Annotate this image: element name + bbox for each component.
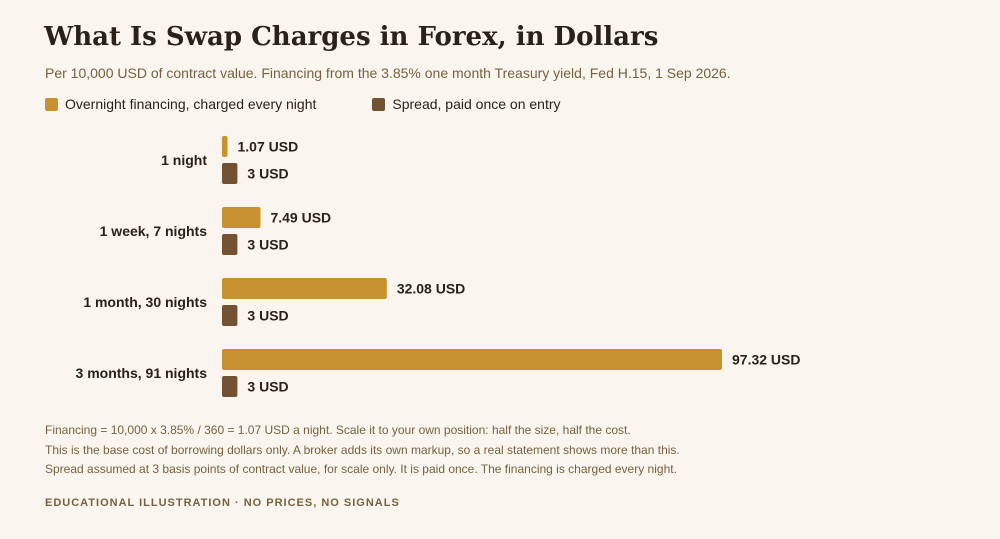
value-label-spread: 3 USD [247,237,288,253]
value-label-spread: 3 USD [247,308,288,324]
bar-spread [222,376,238,397]
bar-spread [222,305,238,326]
bar-spread [222,234,238,255]
value-label-financing: 1.07 USD [237,139,298,155]
legend-swatch-spread [372,97,386,111]
category-label: 1 night [161,152,207,168]
legend-label-spread: Spread, paid once on entry [392,96,561,112]
value-label-financing: 7.49 USD [270,210,331,226]
bar-chart: 1 night 1.07 USD 3 USD 1 week, 7 nights 7.49… [76,136,800,397]
chart-title: What Is Swap Charges in Forex, in Dollar… [44,22,659,52]
bar-financing [222,207,261,228]
bar-spread [222,163,238,184]
footer-disclaimer: EDUCATIONAL ILLUSTRATION · NO PRICES, NO… [45,497,400,509]
footnote-3: Spread assumed at 3 basis points of cont… [45,462,677,476]
value-label-spread: 3 USD [247,379,288,395]
chart-legend: Overnight financing, charged every night… [45,96,561,112]
bar-financing [222,278,387,299]
footnote-2: This is the base cost of borrowing dolla… [45,442,680,457]
category-label: 1 week, 7 nights [100,223,208,239]
legend-item-spread: Spread, paid once on entry [372,96,561,112]
legend-swatch-financing [45,97,58,111]
legend-label-financing: Overnight financing, charged every night [65,96,317,112]
bar-financing [222,136,228,157]
value-label-financing: 32.08 USD [397,281,465,297]
value-label-financing: 97.32 USD [732,352,800,368]
chart-subtitle: Per 10,000 USD of contract value. Financ… [45,65,731,81]
legend-item-financing: Overnight financing, charged every night [45,96,316,112]
value-label-spread: 3 USD [247,166,288,182]
category-label: 3 months, 91 nights [76,365,208,381]
category-label: 1 month, 30 nights [83,294,207,310]
footnotes: Financing = 10,000 x 3.85% / 360 = 1.07 … [45,421,680,480]
bar-financing [222,349,722,370]
footnote-1: Financing = 10,000 x 3.85% / 360 = 1.07 … [45,423,631,437]
